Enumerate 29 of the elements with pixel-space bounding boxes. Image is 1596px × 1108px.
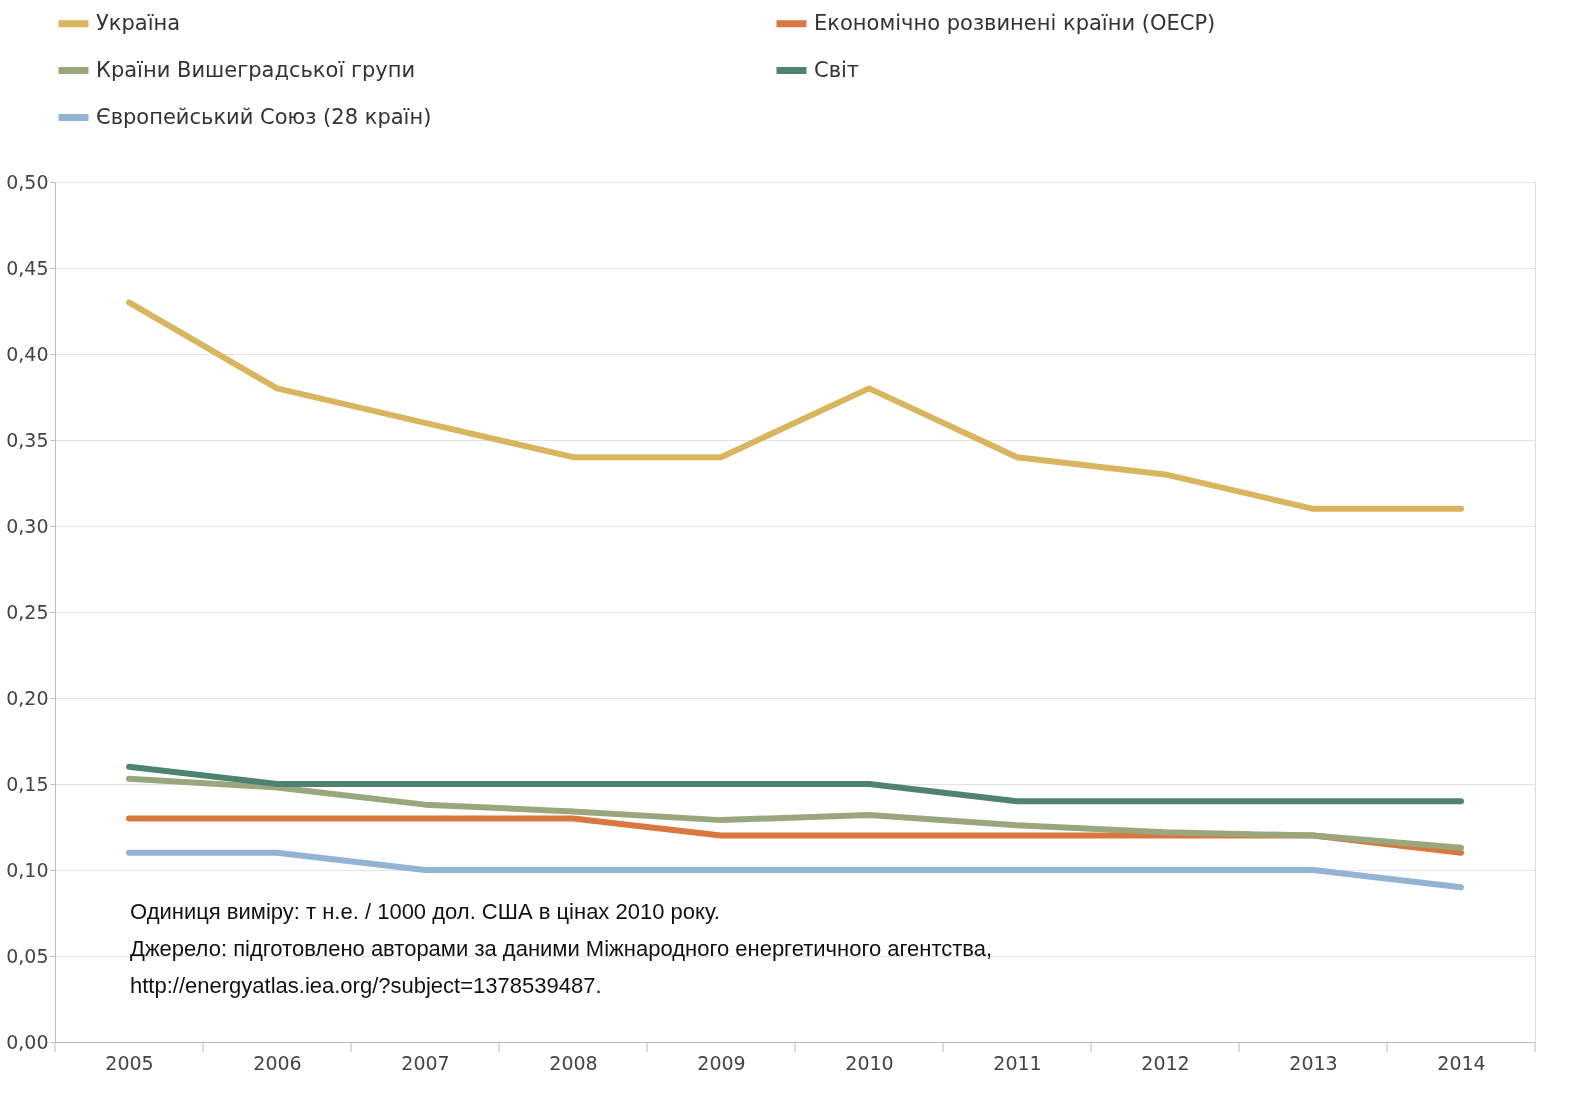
y-tick-label: 0,10: [6, 858, 49, 881]
y-tick-label: 0,05: [6, 944, 49, 967]
legend-label: Європейський Союз (28 країн): [96, 104, 432, 129]
x-tick-label: 2008: [549, 1051, 598, 1074]
x-tick-label: 2005: [105, 1051, 154, 1074]
legend-label: Україна: [96, 10, 181, 35]
legend-label: Світ: [814, 57, 860, 82]
y-tick-label: 0,00: [6, 1030, 49, 1053]
x-tick-label: 2013: [1289, 1051, 1338, 1074]
y-tick-label: 0,40: [6, 342, 49, 365]
y-tick-label: 0,30: [6, 514, 49, 537]
annotation: http://energyatlas.iea.org/?subject=1378539487.: [130, 973, 602, 998]
x-tick-label: 2009: [697, 1051, 746, 1074]
y-tick-label: 0,25: [6, 600, 49, 623]
y-tick-label: 0,20: [6, 686, 49, 709]
x-tick-label: 2007: [401, 1051, 450, 1074]
annotation: Джерело: підготовлено авторами за даними Міжнародного енергетичного агентства,: [130, 936, 993, 961]
y-tick-label: 0,50: [6, 170, 49, 193]
x-tick-label: 2006: [253, 1051, 302, 1074]
legend-label: Економічно розвинені країни (OECP): [814, 10, 1216, 35]
x-tick-label: 2012: [1141, 1051, 1190, 1074]
annotation: Одиниця виміру: т н.е. / 1000 дол. США в цінах 2010 року.: [130, 899, 720, 924]
y-tick-label: 0,15: [6, 772, 49, 795]
legend-label: Країни Вишеградської групи: [96, 57, 416, 82]
x-tick-label: 2014: [1437, 1051, 1486, 1074]
y-tick-label: 0,35: [6, 428, 49, 451]
y-tick-label: 0,45: [6, 256, 49, 279]
x-tick-label: 2010: [845, 1051, 894, 1074]
x-tick-label: 2011: [993, 1051, 1042, 1074]
